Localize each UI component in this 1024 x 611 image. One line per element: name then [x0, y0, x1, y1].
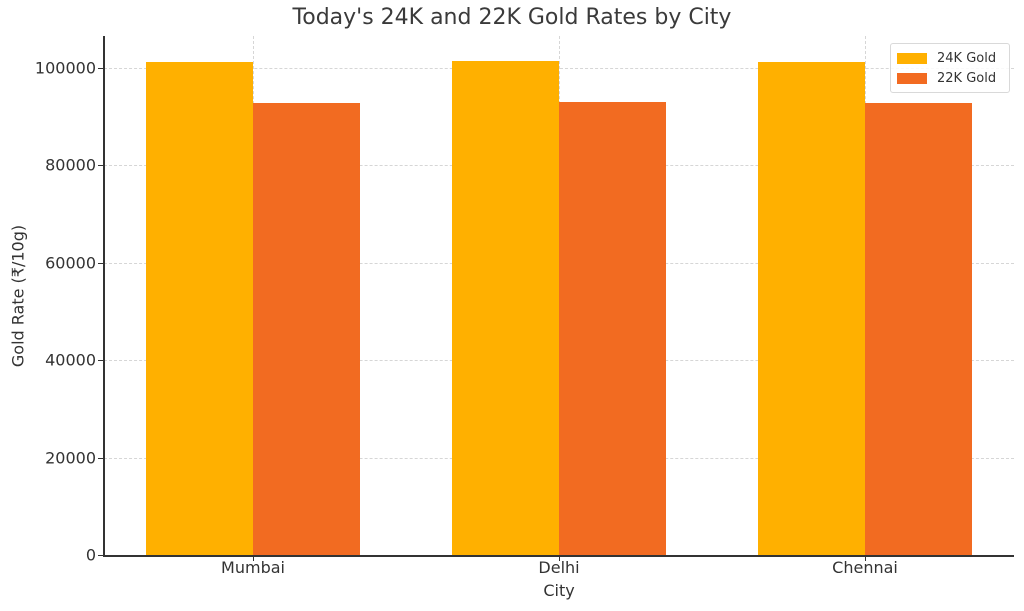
- y-tick-label: 40000: [45, 350, 96, 370]
- legend-swatch-24k: [897, 52, 927, 64]
- legend-item-24k: 24K Gold: [897, 49, 996, 67]
- legend-item-22k: 22K Gold: [897, 69, 996, 87]
- x-tick-label: Mumbai: [221, 558, 285, 577]
- y-tick-mark: [98, 457, 104, 459]
- chart-title: Today's 24K and 22K Gold Rates by City: [292, 5, 732, 30]
- y-tick-mark: [98, 262, 104, 264]
- x-axis-line: [103, 555, 1014, 557]
- bar-delhi-22k-gold: [559, 102, 666, 555]
- y-tick-label: 100000: [34, 58, 96, 78]
- y-axis-line: [103, 36, 105, 556]
- y-tick-mark: [98, 67, 104, 69]
- y-tick-mark: [98, 360, 104, 362]
- bar-chennai-22k-gold: [865, 102, 972, 555]
- x-tick-label: Delhi: [538, 558, 580, 577]
- legend-label-24k: 24K Gold: [937, 50, 997, 66]
- y-tick-mark: [98, 555, 104, 556]
- y-tick-label: 20000: [45, 448, 96, 468]
- legend: 24K Gold 22K Gold: [890, 43, 1010, 93]
- y-tick-label: 60000: [45, 253, 96, 273]
- plot-area: [104, 36, 1014, 555]
- x-tick-mark: [253, 556, 254, 561]
- y-tick-mark: [98, 165, 104, 167]
- bar-delhi-24k-gold: [452, 60, 559, 555]
- x-tick-mark: [559, 556, 560, 561]
- y-tick-label: 80000: [45, 155, 96, 175]
- y-axis-label: Gold Rate (₹/10g): [8, 224, 28, 368]
- bar-mumbai-24k-gold: [146, 61, 253, 555]
- x-axis-label: City: [543, 581, 575, 600]
- bar-chennai-24k-gold: [758, 61, 865, 555]
- x-tick-label: Chennai: [832, 558, 898, 577]
- legend-swatch-22k: [897, 72, 927, 84]
- x-tick-mark: [865, 556, 866, 561]
- y-tick-label: 0: [85, 545, 96, 565]
- legend-label-22k: 22K Gold: [937, 70, 997, 86]
- bar-mumbai-22k-gold: [253, 102, 360, 555]
